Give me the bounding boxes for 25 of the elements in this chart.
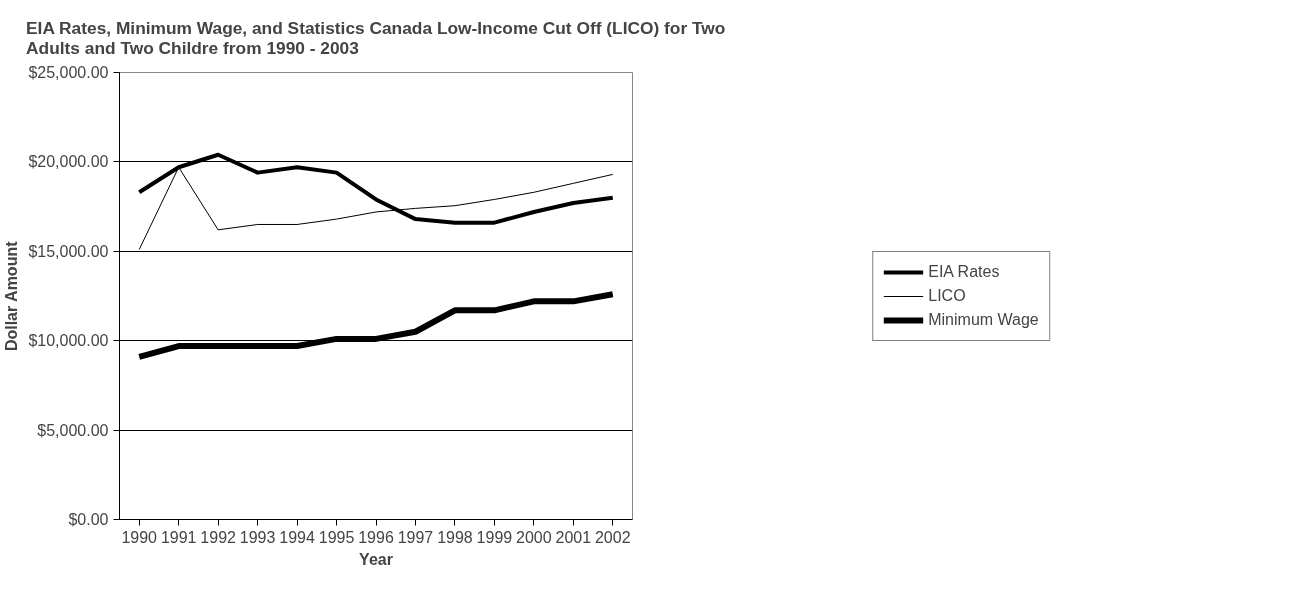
y-axis-title: Dollar Amount xyxy=(3,240,21,352)
x-tick-label: 1995 xyxy=(318,528,355,546)
x-tick-label: 1998 xyxy=(437,528,473,546)
x-tick-label: 1996 xyxy=(358,528,394,546)
x-tick-label: 1992 xyxy=(200,528,237,546)
y-tick-label: $5,000.00 xyxy=(37,421,109,439)
legend-label: Minimum Wage xyxy=(928,310,1039,329)
legend-label: LICO xyxy=(928,286,966,305)
chart-title: EIA Rates, Minimum Wage, and Statistics Canada Low-Income Cut Off (LICO) for Two Adults and Two Childre from 1990 - 2003 xyxy=(26,17,726,58)
x-axis-title: Year xyxy=(359,550,393,568)
x-tick-label: 1993 xyxy=(239,528,276,546)
y-tick-label: $25,000.00 xyxy=(28,64,109,81)
y-tick-label: $20,000.00 xyxy=(28,153,109,171)
x-tick-label: 2002 xyxy=(594,528,631,546)
x-tick-label: 1991 xyxy=(160,528,197,546)
y-tick-label: $15,000.00 xyxy=(28,242,109,260)
x-tick-label: 1999 xyxy=(476,528,513,546)
x-tick-label: 1997 xyxy=(397,528,434,546)
y-tick-label: $10,000.00 xyxy=(28,332,109,350)
y-tick-label: $0.00 xyxy=(68,511,109,528)
x-tick-label: 1994 xyxy=(279,528,315,546)
x-tick-label: 2000 xyxy=(516,528,552,546)
x-tick-label: 1990 xyxy=(121,528,158,546)
legend-label: EIA Rates xyxy=(928,262,1000,281)
x-tick-label: 2001 xyxy=(555,528,592,546)
